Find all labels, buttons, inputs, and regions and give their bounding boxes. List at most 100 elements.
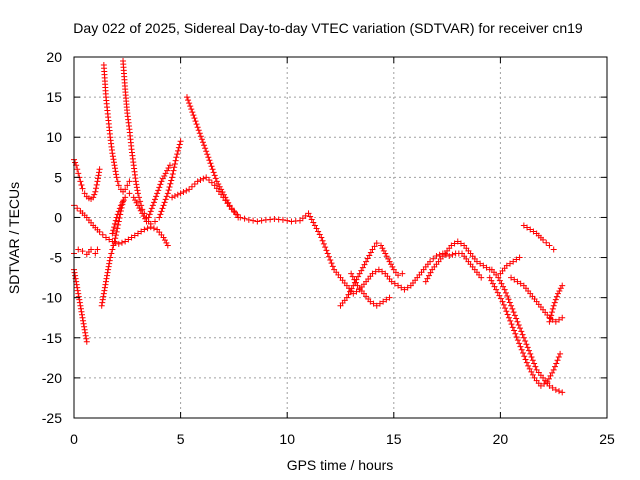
data-point (520, 334, 527, 341)
data-point (92, 250, 99, 257)
data-point (316, 231, 323, 238)
data-point (398, 284, 405, 291)
data-point (197, 133, 204, 140)
data-point (99, 231, 106, 238)
data-point (110, 156, 117, 163)
data-point (554, 290, 561, 297)
data-point (162, 170, 169, 177)
data-point (504, 311, 511, 318)
data-point (496, 277, 503, 284)
data-point (556, 287, 563, 294)
data-point (369, 246, 376, 253)
data-point (473, 258, 480, 265)
data-point (134, 230, 141, 237)
data-point (180, 189, 187, 196)
data-point (177, 190, 184, 197)
data-point (146, 211, 153, 218)
series-arc-16 (488, 266, 566, 396)
data-point (150, 225, 157, 232)
data-point (111, 220, 118, 227)
data-point (145, 214, 152, 221)
data-point (519, 350, 526, 357)
data-point (555, 354, 562, 361)
data-point (550, 302, 557, 309)
data-point (166, 162, 173, 169)
data-point (370, 300, 377, 307)
data-point (383, 296, 390, 303)
data-point (133, 184, 140, 191)
data-point (152, 218, 159, 225)
data-point (213, 185, 220, 192)
data-point (541, 380, 548, 387)
data-point (504, 293, 511, 300)
data-point (517, 280, 524, 287)
data-point (212, 175, 219, 182)
data-point (105, 266, 112, 273)
data-point (210, 169, 217, 176)
data-point (528, 354, 535, 361)
data-point (96, 166, 103, 173)
data-point (163, 193, 170, 200)
data-point (88, 246, 95, 253)
data-point (559, 282, 566, 289)
data-point (124, 182, 131, 189)
data-point (305, 210, 312, 217)
data-point (353, 288, 360, 295)
data-point (355, 273, 362, 280)
series-arc-2 (71, 266, 90, 345)
data-point (506, 260, 513, 267)
data-point (443, 251, 450, 258)
data-point (112, 165, 119, 172)
data-point (115, 182, 122, 189)
data-point (144, 225, 151, 232)
data-point (74, 284, 81, 291)
data-point (72, 275, 79, 282)
data-point (111, 238, 118, 245)
data-point (202, 145, 209, 152)
data-point (133, 181, 140, 188)
data-point (112, 168, 119, 175)
data-point (203, 148, 210, 155)
data-point (174, 191, 181, 198)
tick-labels: 0 5 10 15 20 25 20 15 10 5 0 -5 -10 -15 -20 -25 (42, 49, 615, 447)
data-point (76, 299, 83, 306)
series-arc-19 (546, 282, 566, 325)
data-point (165, 187, 172, 194)
data-point (380, 298, 387, 305)
series-arc-20 (520, 222, 557, 253)
data-point (521, 353, 528, 360)
data-point (158, 178, 165, 185)
data-point (72, 272, 79, 279)
data-point (134, 187, 141, 194)
data-point (327, 256, 334, 263)
data-point (373, 302, 380, 309)
data-point (173, 154, 180, 161)
data-point (546, 318, 553, 325)
data-point (103, 275, 110, 282)
data-point (161, 199, 168, 206)
data-point (386, 294, 393, 301)
data-point (211, 172, 218, 179)
data-point (545, 375, 552, 382)
data-point (206, 177, 213, 184)
data-point (71, 269, 78, 276)
data-point (126, 178, 133, 185)
series-arc-12 (337, 240, 406, 309)
data-point (559, 314, 566, 321)
data-point (237, 214, 244, 221)
data-point (110, 227, 117, 234)
data-point (98, 302, 105, 309)
data-point (161, 237, 168, 244)
data-point (486, 274, 493, 281)
data-point (550, 246, 557, 253)
data-point (556, 316, 563, 323)
data-point (449, 251, 456, 258)
data-point (424, 275, 431, 282)
data-point (82, 332, 89, 339)
data-point (149, 202, 156, 209)
series-arc-11 (169, 174, 485, 297)
data-point (519, 331, 526, 338)
data-point (387, 261, 394, 268)
data-point (191, 181, 198, 188)
